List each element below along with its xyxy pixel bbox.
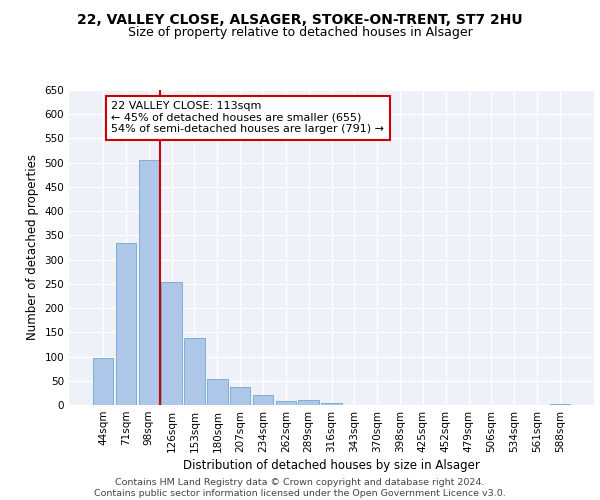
Text: Contains HM Land Registry data © Crown copyright and database right 2024.
Contai: Contains HM Land Registry data © Crown c… <box>94 478 506 498</box>
Bar <box>207 379 227 405</box>
Text: Size of property relative to detached houses in Alsager: Size of property relative to detached ho… <box>128 26 472 39</box>
Bar <box>93 358 113 405</box>
Bar <box>230 386 250 405</box>
Bar <box>116 242 136 405</box>
Bar <box>321 402 342 405</box>
Text: 22 VALLEY CLOSE: 113sqm
← 45% of detached houses are smaller (655)
54% of semi-d: 22 VALLEY CLOSE: 113sqm ← 45% of detache… <box>111 101 384 134</box>
Bar <box>253 395 273 405</box>
Bar <box>550 404 570 405</box>
Text: 22, VALLEY CLOSE, ALSAGER, STOKE-ON-TRENT, ST7 2HU: 22, VALLEY CLOSE, ALSAGER, STOKE-ON-TREN… <box>77 12 523 26</box>
X-axis label: Distribution of detached houses by size in Alsager: Distribution of detached houses by size … <box>183 459 480 472</box>
Bar <box>184 338 205 405</box>
Bar <box>275 401 296 405</box>
Bar <box>298 400 319 405</box>
Y-axis label: Number of detached properties: Number of detached properties <box>26 154 39 340</box>
Bar <box>161 282 182 405</box>
Bar <box>139 160 159 405</box>
